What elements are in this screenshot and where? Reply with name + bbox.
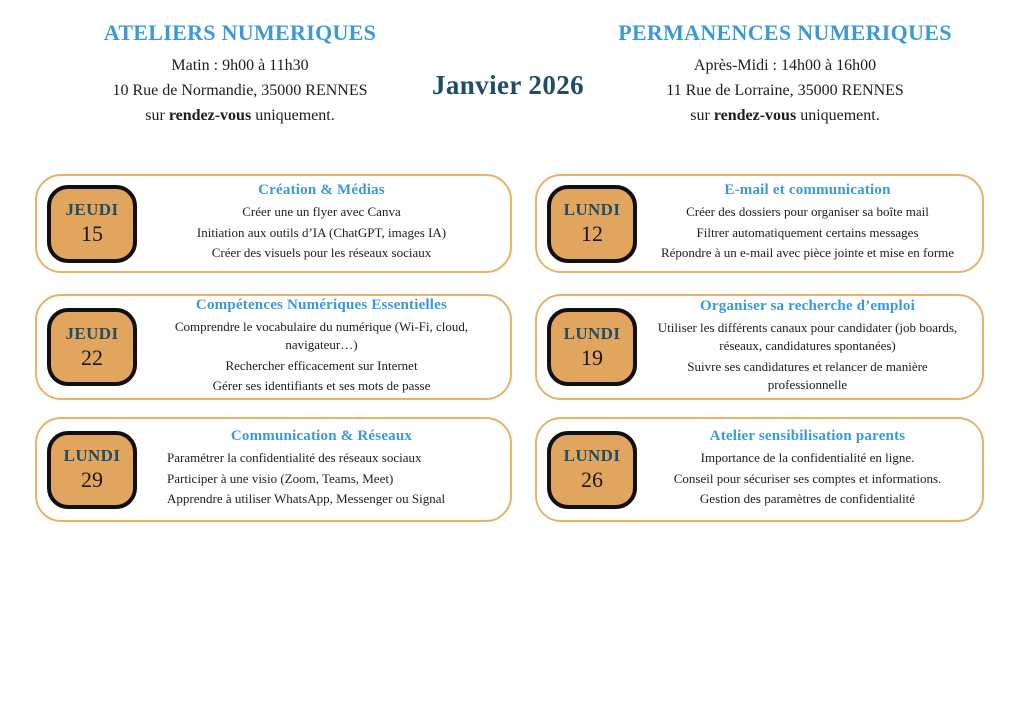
card-content: Création & Médias Créer une un flyer ave… — [137, 182, 510, 264]
card-content: E-mail et communication Créer des dossie… — [637, 182, 982, 264]
badge-day: JEUDI — [65, 323, 119, 343]
card-recherche-emploi: LUNDI 19 Organiser sa recherche d’emploi… — [535, 294, 984, 400]
permanences-subtitle: Après-Midi : 14h00 à 16h00 11 Rue de Lor… — [600, 53, 970, 128]
note-prefix: sur — [690, 107, 714, 124]
date-badge: JEUDI 22 — [47, 308, 137, 386]
note-suffix: uniquement. — [251, 107, 335, 124]
card-title: Création & Médias — [258, 182, 385, 199]
note-bold: rendez-vous — [713, 107, 797, 124]
badge-day: LUNDI — [563, 323, 621, 343]
permanences-address: 11 Rue de Lorraine, 35000 RENNES — [666, 82, 904, 99]
badge-date: 29 — [81, 467, 103, 492]
note-suffix: uniquement. — [796, 107, 880, 124]
note-prefix: sur — [145, 107, 169, 124]
card-line: Initiation aux outils d’IA (ChatGPT, ima… — [196, 224, 447, 240]
card-content: Communication & Réseaux Paramétrer la co… — [137, 428, 510, 510]
card-line: Comprendre le vocabulaire du numérique (… — [174, 318, 469, 353]
badge-date: 26 — [581, 467, 603, 492]
card-creation-medias: JEUDI 15 Création & Médias Créer une un … — [35, 174, 512, 273]
badge-date: 12 — [581, 221, 603, 246]
badge-day: LUNDI — [563, 200, 621, 219]
card-line: Filtrer automatiquement certains message… — [696, 224, 919, 240]
card-line: Créer une un flyer avec Canva — [242, 204, 401, 220]
badge-day: JEUDI — [65, 200, 119, 219]
ateliers-title: ATELIERS NUMERIQUES — [103, 20, 377, 45]
card-email-communication: LUNDI 12 E-mail et communication Créer d… — [535, 174, 984, 273]
card-line: Paramétrer la confidentialité des réseau… — [167, 450, 422, 466]
date-badge: LUNDI 26 — [547, 430, 637, 509]
card-line: Utiliser les différents canaux pour cand… — [657, 319, 958, 354]
ateliers-subtitle: Matin : 9h00 à 11h30 10 Rue de Normandie… — [55, 53, 425, 128]
ateliers-appointment-note: sur rendez-vous uniquement. — [55, 103, 425, 128]
date-badge: LUNDI 19 — [547, 308, 637, 386]
card-title: Organiser sa recherche d’emploi — [700, 297, 915, 314]
date-badge: JEUDI 15 — [47, 184, 137, 263]
permanences-appointment-note: sur rendez-vous uniquement. — [600, 103, 970, 128]
card-line: Créer des dossiers pour organiser sa boî… — [686, 204, 929, 220]
badge-day: LUNDI — [563, 446, 621, 465]
card-line: Créer des visuels pour les réseaux socia… — [211, 245, 432, 261]
badge-day: LUNDI — [63, 446, 121, 465]
card-content: Compétences Numériques Essentielles Comp… — [137, 297, 510, 398]
card-title: Communication & Réseaux — [230, 428, 413, 445]
card-title: Compétences Numériques Essentielles — [195, 296, 448, 313]
ateliers-hours: Matin : 9h00 à 11h30 — [171, 57, 309, 74]
badge-date: 15 — [81, 221, 103, 246]
card-content: Atelier sensibilisation parents Importan… — [637, 428, 982, 510]
card-line: Importance de la confidentialité en lign… — [700, 450, 915, 466]
card-line: Gérer ses identifiants et ses mots de pa… — [212, 377, 431, 393]
date-badge: LUNDI 29 — [47, 430, 137, 509]
badge-date: 19 — [581, 344, 603, 370]
card-line: Conseil pour sécuriser ses comptes et in… — [673, 470, 942, 486]
header-ateliers: ATELIERS NUMERIQUES Matin : 9h00 à 11h30… — [55, 20, 425, 128]
card-line: Gestion des paramètres de confidentialit… — [699, 491, 916, 507]
card-line: Participer à une visio (Zoom, Teams, Mee… — [167, 470, 394, 486]
card-communication-reseaux: LUNDI 29 Communication & Réseaux Paramét… — [35, 417, 512, 522]
badge-date: 22 — [81, 344, 103, 370]
header-permanences: PERMANENCES NUMERIQUES Après-Midi : 14h0… — [600, 20, 970, 128]
note-bold: rendez-vous — [168, 107, 252, 124]
card-line: Apprendre à utiliser WhatsApp, Messenger… — [167, 491, 446, 507]
permanences-title: PERMANENCES NUMERIQUES — [618, 20, 952, 45]
card-title: E-mail et communication — [724, 182, 891, 199]
card-competences-numeriques: JEUDI 22 Compétences Numériques Essentie… — [35, 294, 512, 400]
ateliers-address: 10 Rue de Normandie, 35000 RENNES — [112, 82, 368, 99]
card-line: Répondre à un e-mail avec pièce jointe e… — [660, 245, 955, 261]
card-content: Organiser sa recherche d’emploi Utiliser… — [637, 298, 982, 397]
card-title: Atelier sensibilisation parents — [709, 428, 906, 445]
card-sensibilisation-parents: LUNDI 26 Atelier sensibilisation parents… — [535, 417, 984, 522]
card-line: Suivre ses candidatures et relancer de m… — [687, 358, 928, 392]
month-title: Janvier 2026 — [431, 70, 585, 100]
card-line: Rechercher efficacement sur Internet — [225, 357, 418, 373]
permanences-hours: Après-Midi : 14h00 à 16h00 — [693, 57, 877, 74]
date-badge: LUNDI 12 — [547, 184, 637, 263]
